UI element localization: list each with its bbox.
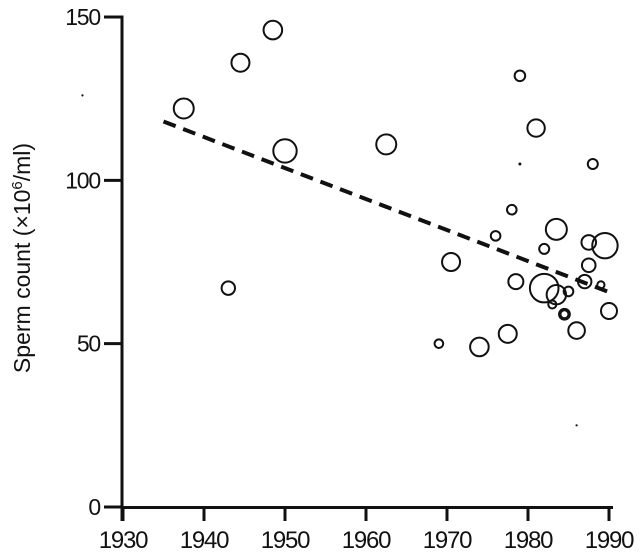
speck-dot <box>81 94 84 97</box>
data-point <box>507 273 525 291</box>
y-tick-label: 50 <box>77 331 101 357</box>
data-point <box>528 272 560 304</box>
data-point <box>489 230 502 242</box>
data-point <box>513 69 527 83</box>
data-point <box>544 217 568 241</box>
data-point <box>526 118 546 138</box>
data-point <box>172 97 195 120</box>
x-tick-label: 1950 <box>261 527 310 554</box>
data-point <box>220 280 237 296</box>
x-tick-label: 1990 <box>585 527 634 554</box>
x-tick-label: 1980 <box>504 527 553 554</box>
x-tick-label: 1940 <box>180 527 229 554</box>
data-point-dot <box>518 162 522 166</box>
y-tick-label: 100 <box>65 167 100 193</box>
data-point <box>586 157 599 170</box>
data-point <box>506 203 518 216</box>
y-tick-label: 0 <box>88 494 100 520</box>
data-point <box>375 133 398 156</box>
data-point <box>567 321 586 340</box>
data-point <box>272 138 298 164</box>
data-point <box>562 285 575 298</box>
data-point <box>441 251 462 272</box>
speck-dot <box>575 424 578 427</box>
y-tick-label: 150 <box>65 4 100 30</box>
data-point <box>596 280 606 290</box>
data-point <box>591 231 619 260</box>
data-point <box>580 257 597 274</box>
data-point <box>433 338 445 349</box>
data-point <box>580 234 598 251</box>
x-tick-label: 1930 <box>99 527 148 554</box>
data-point <box>600 301 618 320</box>
x-tick-label: 1970 <box>423 527 472 554</box>
data-point <box>538 242 551 255</box>
y-axis-title: Sperm count (×106/ml) <box>9 143 35 373</box>
trend-line <box>162 119 613 295</box>
data-point <box>262 19 284 41</box>
data-point <box>230 52 251 73</box>
data-point-bold <box>558 307 571 321</box>
data-point <box>577 273 593 290</box>
data-point <box>497 323 518 344</box>
data-point <box>469 336 490 358</box>
x-tick-label: 1960 <box>342 527 391 554</box>
